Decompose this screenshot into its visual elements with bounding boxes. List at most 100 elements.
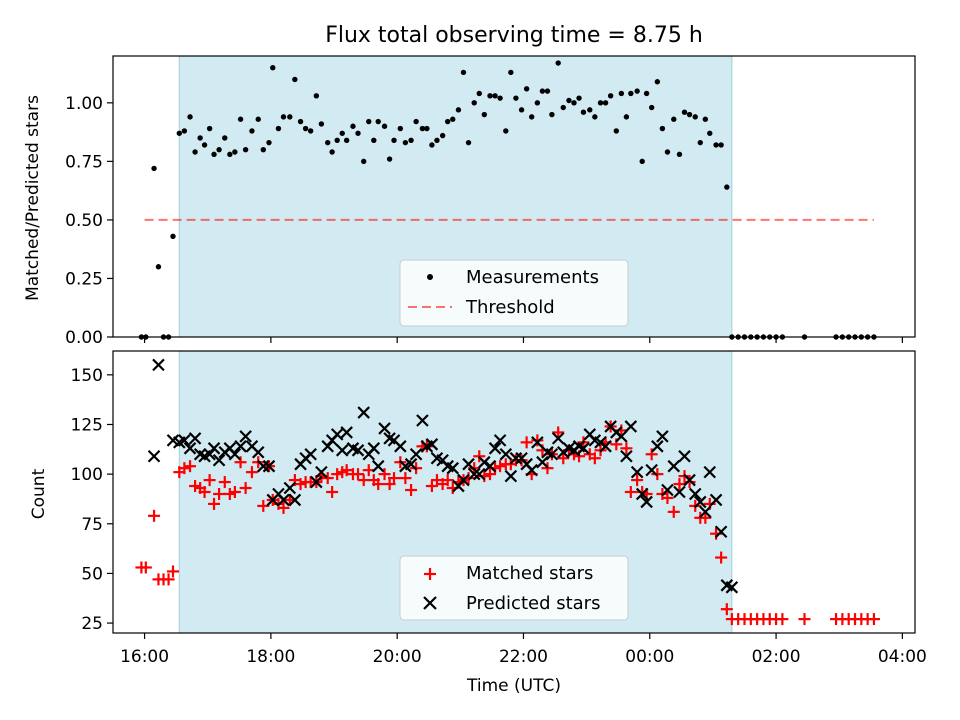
measurement-point	[692, 114, 698, 120]
measurement-point	[318, 121, 325, 127]
measurement-point	[155, 264, 162, 270]
y-tick-label: 50	[81, 564, 103, 584]
legend-predicted-label: Predicted stars	[466, 593, 600, 614]
measurement-point	[566, 97, 572, 104]
measurement-point	[476, 90, 482, 97]
count-legend-box	[399, 555, 629, 621]
measurement-point	[724, 184, 730, 190]
measurement-point	[659, 125, 666, 132]
predicted-star-point	[207, 442, 221, 455]
measurement-point	[487, 93, 493, 99]
predicted-star-point	[183, 442, 197, 455]
y-tick-label: 0.00	[65, 328, 103, 348]
matched-star-point	[399, 472, 412, 485]
measurement-point	[580, 109, 587, 115]
matched-star-point	[441, 474, 454, 487]
matched-star-point	[139, 561, 152, 574]
measurement-point	[671, 116, 677, 122]
predicted-star-point	[615, 430, 628, 443]
count-panel-frame	[112, 350, 916, 634]
count-panel: 25 50 75 100 125 150 16:00 18:00 20:00 22:00 00:0…	[29, 350, 927, 696]
matched-star-point	[321, 472, 334, 485]
predicted-star-point	[624, 420, 638, 433]
predicted-star-point	[446, 461, 460, 475]
measurement-point	[639, 158, 645, 165]
predicted-star-point	[409, 447, 423, 461]
measurement-point	[222, 135, 228, 141]
measurement-point	[176, 130, 183, 136]
ratio-y-axis-label: Matched/Predicted stars	[23, 95, 43, 301]
measurement-point	[339, 130, 345, 136]
matched-star-point	[494, 460, 507, 473]
measurement-point	[508, 69, 514, 76]
measurement-point	[249, 128, 255, 134]
measurement-point	[287, 114, 293, 120]
measurement-point	[408, 137, 414, 143]
measurement-point	[391, 137, 397, 143]
ratio-legend: Measurements Threshold	[399, 259, 629, 327]
predicted-star-point	[330, 428, 344, 441]
y-tick-label: 0.75	[65, 152, 103, 172]
measurement-point	[718, 142, 724, 148]
measurement-point	[613, 128, 620, 134]
predicted-star-point	[425, 438, 439, 451]
matched-star-point	[357, 474, 370, 487]
predicted-star-point	[640, 495, 653, 509]
matched-star-point	[352, 468, 365, 481]
measurement-point	[497, 95, 503, 101]
measurement-point	[592, 114, 598, 120]
predicted-star-point	[725, 581, 739, 594]
predicted-star-point	[152, 358, 165, 372]
predicted-star-point	[239, 430, 252, 443]
measurement-point	[270, 65, 276, 71]
predicted-star-point	[651, 440, 664, 453]
measurement-point	[618, 90, 625, 97]
measurement-point	[471, 100, 477, 106]
predicted-star-point	[310, 475, 323, 489]
matched-star-point	[326, 486, 339, 498]
legend-matched-marker	[424, 568, 436, 580]
legend-measurements-label: Measurements	[466, 267, 599, 288]
measurement-point	[560, 104, 566, 111]
matched-star-point	[198, 486, 211, 498]
predicted-star-point	[212, 453, 226, 467]
predicted-star-point	[531, 436, 544, 449]
matched-star-point	[620, 442, 633, 455]
measurement-point	[242, 146, 249, 153]
matched-star-point	[234, 456, 247, 469]
measurement-point	[681, 109, 688, 115]
predicted-star-point	[635, 487, 649, 501]
predicted-star-point	[645, 463, 658, 477]
matched-star-point	[245, 466, 258, 479]
measurement-point	[325, 139, 331, 146]
measurement-point	[187, 114, 193, 120]
matched-star-point	[624, 486, 637, 498]
matched-star-point	[651, 468, 664, 481]
measurement-point	[707, 130, 713, 136]
measurement-point	[297, 118, 304, 125]
measurement-point	[197, 135, 203, 141]
predicted-star-point	[599, 440, 612, 453]
predicted-star-point	[188, 432, 202, 445]
measurement-point	[455, 107, 462, 113]
y-tick-label: 125	[71, 415, 103, 435]
measurement-point	[424, 125, 430, 132]
measurement-point	[181, 128, 188, 134]
measurement-point	[419, 125, 426, 132]
measurement-point	[523, 86, 530, 92]
matched-star-point	[340, 464, 353, 477]
predicted-star-point	[340, 426, 353, 439]
matched-star-point	[683, 476, 696, 489]
x-tick-label: 18:00	[246, 647, 295, 667]
matched-star-point	[661, 491, 674, 504]
predicted-star-point	[678, 449, 691, 463]
matched-star-point	[798, 613, 811, 626]
predicted-star-point	[703, 465, 717, 479]
measurement-point	[713, 142, 719, 148]
matched-star-point	[552, 426, 565, 439]
matched-star-point	[531, 434, 544, 447]
predicted-star-point	[551, 432, 565, 445]
count-y-axis-label: Count	[29, 468, 49, 519]
predicted-star-point	[656, 430, 669, 443]
predicted-star-point	[257, 459, 270, 473]
